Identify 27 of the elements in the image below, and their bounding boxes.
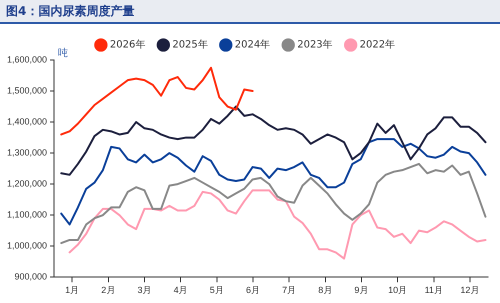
x-tick-label: 3月	[137, 285, 152, 296]
chart-title: 图4：国内尿素周度产量	[0, 0, 500, 24]
legend-label: 2024年	[234, 38, 270, 51]
y-tick-label: 1,400,000	[6, 116, 48, 127]
x-tick-label: 11月	[424, 285, 443, 296]
x-tick-label: 5月	[210, 285, 224, 296]
legend-label: 2025年	[172, 38, 208, 51]
x-tick-label: 7月	[282, 285, 296, 296]
x-tick-label: 8月	[318, 285, 332, 296]
y-tick-label: 1,200,000	[6, 178, 48, 189]
x-tick-label: 4月	[174, 285, 188, 296]
y-tick-label: 1,100,000	[6, 210, 48, 220]
y-tick-label: 900,000	[14, 272, 48, 282]
x-tick-label: 6月	[246, 285, 260, 296]
x-tick-label: 9月	[354, 285, 368, 296]
y-tick-label: 1,000,000	[6, 240, 48, 251]
y-tick-label: 1,600,000	[6, 54, 48, 64]
y-tick-label: 1,300,000	[6, 148, 48, 158]
legend-label: 2023年	[297, 38, 333, 51]
y-tick-label: 1,500,000	[6, 86, 48, 96]
legend-label: 2026年	[110, 38, 146, 51]
x-tick-label: 12月	[460, 285, 480, 296]
x-tick-label: 1月	[65, 285, 80, 296]
x-tick-label: 2月	[101, 285, 116, 296]
legend-label: 2022年	[360, 38, 396, 51]
y-axis-title: 吨	[58, 46, 68, 60]
x-tick-label: 10月	[388, 285, 408, 296]
